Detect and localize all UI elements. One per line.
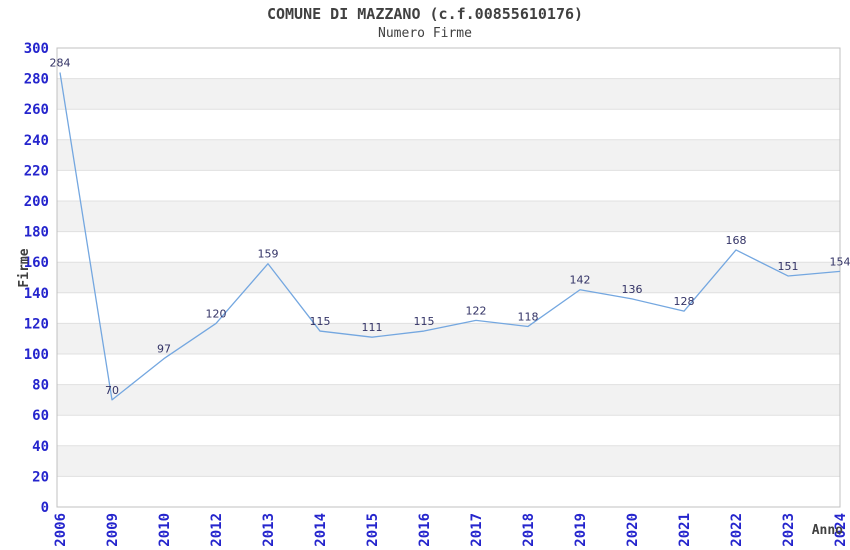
y-tick-label: 260	[24, 102, 49, 118]
plot-border	[56, 47, 841, 508]
x-tick-label: 2019	[573, 513, 589, 547]
y-tick-label: 100	[24, 347, 49, 363]
x-tick-label: 2017	[469, 513, 485, 547]
x-tick-label: 2021	[677, 513, 693, 547]
x-tick-label: 2014	[313, 513, 329, 547]
data-label: 142	[570, 274, 591, 287]
x-tick-label: 2023	[781, 513, 797, 547]
x-tick-label: 2022	[729, 513, 745, 547]
data-label: 168	[726, 234, 747, 247]
y-tick-label: 220	[24, 163, 49, 179]
x-tick-label: 2009	[105, 513, 121, 547]
data-label: 154	[830, 255, 850, 268]
data-label: 120	[206, 307, 227, 320]
x-tick-label: 2006	[53, 513, 69, 547]
y-tick-label: 40	[32, 439, 49, 455]
y-tick-label: 60	[32, 408, 49, 424]
y-tick-label: 140	[24, 286, 49, 302]
x-tick-label: 2016	[417, 513, 433, 547]
data-label: 97	[157, 343, 171, 356]
y-tick-label: 160	[24, 255, 49, 271]
x-tick-label: 2015	[365, 513, 381, 547]
data-label: 136	[622, 283, 643, 296]
data-label: 115	[310, 315, 331, 328]
grid-band	[57, 201, 840, 232]
y-tick-label: 80	[32, 378, 49, 394]
grid-band	[57, 78, 840, 110]
grid-band	[57, 262, 840, 293]
y-tick-label: 300	[24, 41, 49, 57]
grid-band	[57, 139, 840, 171]
x-tick-label: 2024	[833, 513, 849, 547]
data-label: 115	[414, 315, 435, 328]
y-tick-label: 200	[24, 194, 49, 210]
y-tick-label: 280	[24, 72, 49, 88]
grid-band	[57, 445, 840, 477]
x-tick-label: 2018	[521, 513, 537, 547]
data-label: 284	[50, 56, 71, 69]
data-label: 151	[778, 260, 799, 273]
data-label: 70	[105, 384, 119, 397]
x-tick-label: 2013	[261, 513, 277, 547]
y-tick-label: 0	[41, 500, 49, 516]
data-label: 128	[674, 295, 695, 308]
x-tick-label: 2020	[625, 513, 641, 547]
data-label: 159	[258, 248, 279, 261]
x-tick-label: 2012	[209, 513, 225, 547]
y-tick-label: 240	[24, 133, 49, 149]
data-label: 118	[518, 310, 539, 323]
x-axis-title: Anno	[812, 523, 843, 538]
y-axis-title: Firme	[17, 248, 32, 287]
data-label: 111	[362, 321, 383, 334]
chart-title: COMUNE DI MAZZANO (c.f.00855610176)	[266, 5, 584, 23]
y-tick-label: 120	[24, 316, 49, 332]
grid-band	[57, 384, 840, 416]
grid-band	[57, 323, 840, 354]
x-tick-label: 2010	[157, 513, 173, 547]
data-label: 122	[466, 304, 487, 317]
y-tick-label: 180	[24, 225, 49, 241]
chart-subtitle: Numero Firme	[378, 26, 472, 41]
data-line	[59, 72, 841, 401]
y-tick-label: 20	[32, 469, 49, 485]
